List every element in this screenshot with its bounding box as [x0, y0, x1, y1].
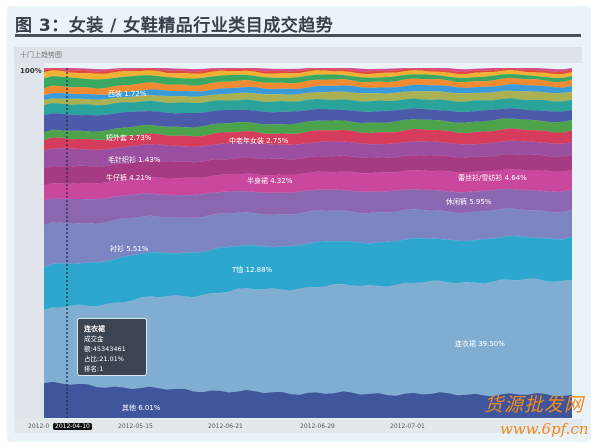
tooltip: 连衣裙 成交金额:45343461 占比:21.01% 排名:1	[77, 318, 147, 376]
area-series-西装[interactable]	[44, 74, 572, 89]
area-series-unlabeled-18[interactable]	[44, 68, 572, 72]
area-series-unlabeled-16[interactable]	[44, 70, 572, 80]
area-series-其他[interactable]	[44, 381, 572, 418]
area-series-T恤[interactable]	[44, 235, 572, 311]
watermark-text: 货源批发网	[484, 394, 585, 416]
x-tick-highlighted: 2012-04-10	[53, 423, 92, 430]
x-axis	[14, 419, 582, 433]
tooltip-amount: 成交金额:45343461	[84, 335, 126, 353]
series-label-niuzaiku: 牛仔裤 4.21%	[106, 174, 152, 182]
x-tick: 2012-06-21	[208, 423, 243, 430]
series-label-qita: 其他 6.01%	[122, 404, 161, 412]
x-tick: 2012-07-01	[390, 423, 425, 430]
tooltip-share: 占比:21.01%	[84, 355, 124, 363]
area-series-衬衫[interactable]	[44, 208, 572, 268]
tooltip-title: 连衣裙	[84, 325, 105, 333]
area-series-unlabeled-14[interactable]	[44, 77, 572, 96]
area-series-中老年女装[interactable]	[44, 118, 572, 141]
series-label-lianyiqun: 连衣裙 39.50%	[455, 340, 505, 348]
area-series-短外套[interactable]	[44, 108, 572, 133]
x-tick: 2012-05-15	[118, 423, 153, 430]
area-series-毛针织衫[interactable]	[44, 128, 572, 151]
area-series-半身裙[interactable]	[44, 154, 572, 186]
title-rule	[15, 34, 581, 37]
area-series-unlabeled-12[interactable]	[44, 90, 572, 106]
series-label-zhonglaonian: 中老年女装 2.75%	[229, 137, 289, 145]
series-label-maozhenzhi: 毛针织衫 1.43%	[108, 156, 161, 164]
x-tick: 2012-0	[28, 423, 50, 430]
watermark-url: www.6pf.cn	[500, 420, 589, 438]
figure-title: 图 3：女装 / 女鞋精品行业类目成交趋势	[15, 16, 334, 36]
series-label-txu: T恤 12.88%	[232, 266, 273, 274]
series-label-xizhuang: 西装 1.72%	[108, 90, 147, 98]
area-series-牛仔裤[interactable]	[44, 140, 572, 169]
series-label-chenshan: 衬衫 5.51%	[110, 245, 149, 253]
series-label-duanwaitao: 短外套 2.73%	[106, 134, 152, 142]
series-label-leisi: 蕾丝衫/雪纺衫 4.64%	[458, 174, 527, 182]
panel-title: 十门上趋势图	[14, 47, 582, 63]
x-tick: 2012-06-29	[300, 423, 335, 430]
series-label-xiuxianku: 休闲裤 5.95%	[446, 198, 492, 206]
tooltip-rank: 排名:1	[84, 365, 104, 373]
series-label-banshenqun: 半身裙 4.32%	[247, 177, 293, 185]
area-series-unlabeled-17[interactable]	[44, 68, 572, 75]
area-series-unlabeled-13[interactable]	[44, 84, 572, 101]
area-series-休闲裤[interactable]	[44, 188, 572, 226]
y-axis-gutter	[14, 63, 44, 420]
y-axis-top-label: 100%	[20, 67, 42, 75]
area-series-unlabeled-11[interactable]	[44, 98, 572, 116]
area-series-连衣裙[interactable]	[44, 278, 572, 397]
area-series-蕾丝衫/雪纺衫[interactable]	[44, 169, 572, 201]
